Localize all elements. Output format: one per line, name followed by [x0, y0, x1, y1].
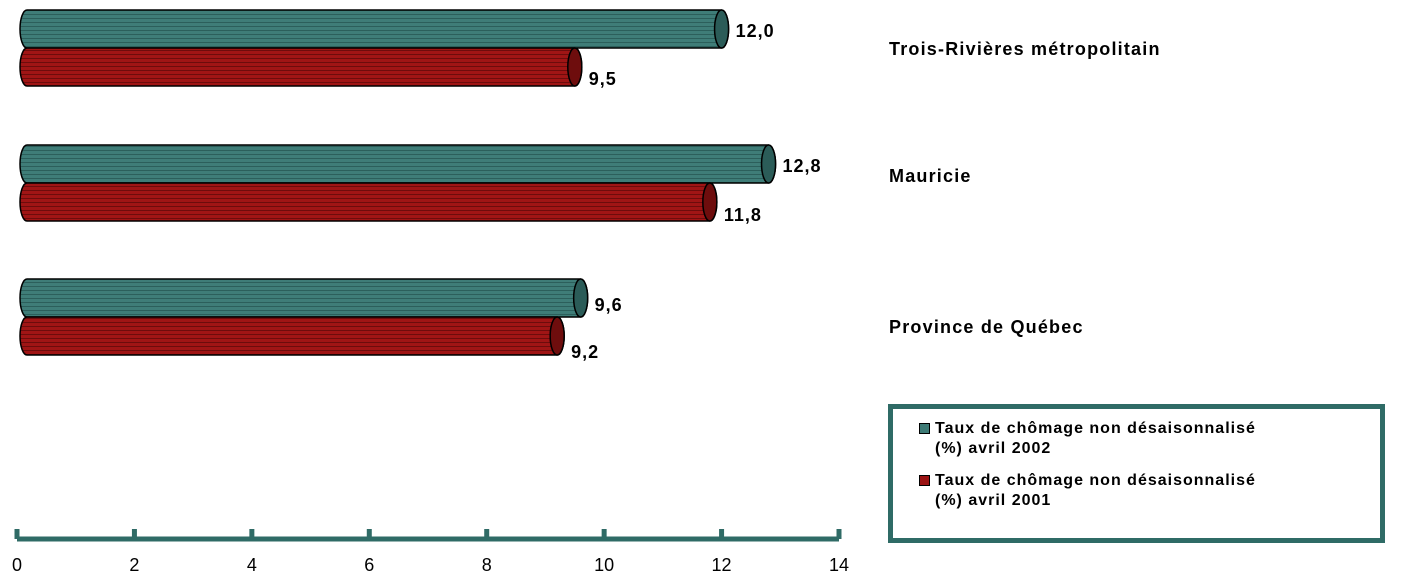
bar-body	[19, 278, 589, 318]
category-label-province-de-quebec: Province de Québec	[889, 317, 1084, 337]
x-tick-label: 14	[829, 555, 849, 575]
bar-trois-rivieres-metropolitain-2002: 12,0	[19, 9, 775, 49]
data-label: 12,8	[783, 156, 822, 176]
bars-group: 12,0 9,5 12,8 11,8 9,6 9,2	[19, 9, 822, 362]
bar-end-cap	[572, 278, 589, 318]
category-label-trois-rivieres-metropolitain: Trois-Rivières métropolitain	[889, 39, 1161, 59]
category-labels: Trois-Rivières métropolitain Mauricie Prov…	[889, 39, 1161, 337]
x-tick-label: 6	[364, 555, 374, 575]
bar-mauricie-2002: 12,8	[19, 144, 822, 184]
data-label: 9,5	[589, 69, 617, 89]
category-label-mauricie: Mauricie	[889, 166, 972, 186]
legend: Taux de chômage non désaisonnalisé (%) a…	[888, 404, 1385, 543]
bar-body	[19, 47, 583, 87]
data-label: 11,8	[724, 205, 762, 225]
data-label: 9,2	[571, 342, 599, 362]
x-tick-label: 0	[12, 555, 22, 575]
bar-province-de-quebec-2001: 9,2	[19, 316, 599, 362]
legend-label-2001: Taux de chômage non désaisonnalisé (%) a…	[935, 472, 1256, 509]
legend-label-2002: Taux de chômage non désaisonnalisé (%) a…	[935, 420, 1256, 457]
x-tick-label: 4	[247, 555, 257, 575]
bar-end-cap	[549, 316, 565, 356]
data-label: 9,6	[595, 295, 623, 315]
data-label: 12,0	[736, 21, 775, 41]
legend-item-2001: Taux de chômage non désaisonnalisé (%) a…	[919, 471, 1370, 511]
bar-province-de-quebec-2002: 9,6	[19, 278, 623, 318]
x-tick-label: 2	[129, 555, 139, 575]
x-tick-label: 10	[594, 555, 614, 575]
legend-swatch-2002	[919, 423, 930, 434]
bar-trois-rivieres-metropolitain-2001: 9,5	[19, 47, 617, 89]
bar-end-cap	[760, 144, 777, 184]
bar-end-cap	[713, 9, 730, 49]
legend-item-2002: Taux de chômage non désaisonnalisé (%) a…	[919, 419, 1370, 459]
bar-body	[19, 9, 730, 49]
bar-end-cap	[702, 182, 718, 222]
x-tick-label: 12	[712, 555, 732, 575]
bar-mauricie-2001: 11,8	[19, 182, 762, 225]
bar-end-cap	[567, 47, 583, 87]
bar-body	[19, 144, 777, 184]
bar-body	[19, 316, 565, 356]
x-tick-label: 8	[482, 555, 492, 575]
legend-swatch-2001	[919, 475, 930, 486]
bar-body	[19, 182, 718, 222]
x-axis: 0 2 4 6 8 10 12 14	[12, 529, 849, 575]
